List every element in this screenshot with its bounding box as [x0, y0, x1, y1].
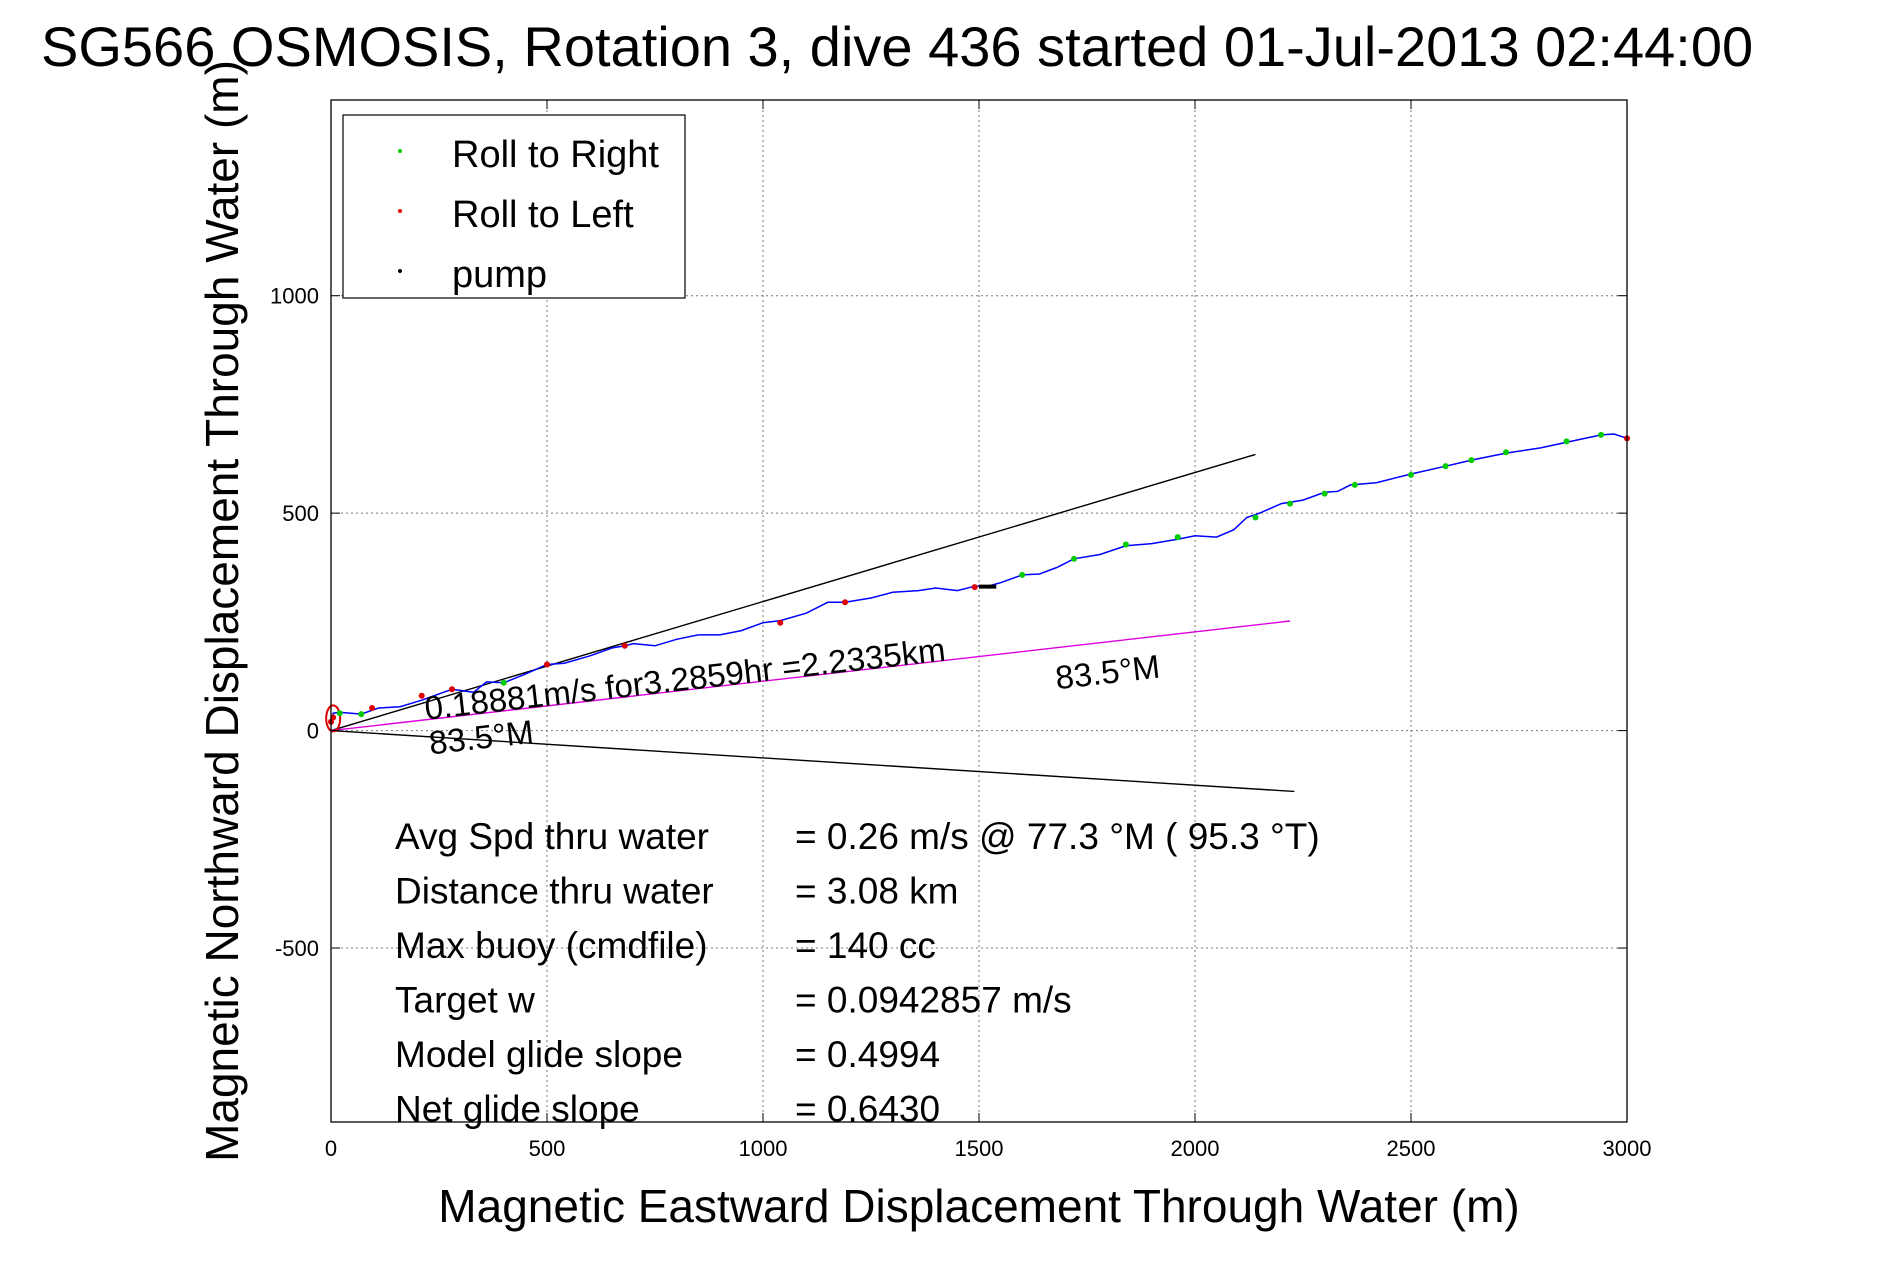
- stat-value: = 0.26 m/s @ 77.3 °M ( 95.3 °T): [795, 816, 1320, 857]
- stat-value: = 0.6430: [795, 1089, 940, 1130]
- x-tick-label: 3000: [1603, 1136, 1652, 1161]
- roll-left-point: [369, 704, 376, 711]
- stat-value: = 0.0942857 m/s: [795, 980, 1072, 1021]
- start-loop: [325, 704, 342, 733]
- roll-left-point: [971, 584, 978, 591]
- x-tick-label: 500: [529, 1136, 566, 1161]
- roll-right-point: [1252, 514, 1259, 521]
- y-tick-label: -500: [275, 936, 319, 961]
- legend-marker: [398, 269, 402, 273]
- stat-value: = 0.4994: [795, 1034, 940, 1075]
- x-axis-label: Magnetic Eastward Displacement Through W…: [438, 1180, 1519, 1232]
- chart-title: SG566 OSMOSIS, Rotation 3, dive 436 star…: [41, 15, 1753, 78]
- current-line: [330, 620, 1291, 732]
- stat-label: Max buoy (cmdfile): [395, 925, 708, 966]
- roll-left-point: [544, 661, 550, 668]
- track-line: [330, 433, 1628, 723]
- stat-label: Model glide slope: [395, 1034, 683, 1075]
- roll-right-point: [1563, 438, 1570, 445]
- stat-label: Distance thru water: [395, 871, 714, 912]
- roll-right-point: [1408, 471, 1414, 478]
- roll-right-point: [500, 679, 507, 686]
- legend-marker: [398, 149, 402, 153]
- legend-label: Roll to Right: [452, 134, 659, 176]
- y-axis-label: Magnetic Northward Displacement Through …: [196, 60, 248, 1162]
- roll-left-point: [448, 686, 455, 693]
- y-tick-label: 0: [307, 719, 319, 744]
- roll-right-point: [1321, 490, 1328, 497]
- roll-right-point: [1071, 555, 1078, 562]
- stat-label: Net glide slope: [395, 1089, 640, 1130]
- roll-left-point: [621, 642, 628, 649]
- roll-left-point: [777, 619, 784, 626]
- roll-points: [328, 431, 1630, 725]
- grid-lines: [331, 100, 1627, 1122]
- roll-right-point: [1442, 463, 1449, 470]
- heading-upper-line: [330, 453, 1256, 732]
- legend-label: pump: [452, 254, 547, 296]
- stat-label: Avg Spd thru water: [395, 816, 709, 857]
- roll-right-point: [1174, 534, 1181, 541]
- roll-left-point: [842, 599, 849, 606]
- roll-left-point: [418, 692, 425, 699]
- legend: Roll to Right Roll to Left pump: [342, 114, 686, 299]
- stat-label: Target w: [395, 980, 535, 1021]
- roll-right-point: [1598, 431, 1605, 438]
- legend-box: [342, 114, 686, 299]
- roll-right-point: [1122, 541, 1129, 548]
- roll-right-point: [1468, 457, 1475, 464]
- roll-right-point: [358, 711, 365, 718]
- heading-lower-line: [330, 729, 1295, 793]
- track-group: [325, 433, 1628, 733]
- stat-value: = 3.08 km: [795, 871, 959, 912]
- x-tick-label: 0: [325, 1136, 337, 1161]
- statistics-block: Avg Spd thru water = 0.26 m/s @ 77.3 °M (…: [395, 816, 1320, 1130]
- x-tick-label: 2000: [1171, 1136, 1220, 1161]
- x-tick-label: 1000: [739, 1136, 788, 1161]
- roll-right-point: [1019, 571, 1026, 578]
- roll-right-point: [1287, 500, 1294, 507]
- y-tick-label: 1000: [270, 284, 319, 309]
- legend-label: Roll to Left: [452, 194, 634, 236]
- roll-right-point: [336, 710, 343, 717]
- stat-value: = 140 cc: [795, 925, 936, 966]
- y-tick-label: 500: [282, 501, 319, 526]
- roll-right-point: [1503, 449, 1510, 456]
- roll-right-point: [1351, 481, 1358, 488]
- x-tick-label: 1500: [955, 1136, 1004, 1161]
- heading-lines: [330, 453, 1295, 793]
- axis-ticks: 0 500 1000 1500 2000 2500 3000 -500 0 500 1000: [270, 100, 1651, 1161]
- x-tick-label: 2500: [1387, 1136, 1436, 1161]
- legend-marker: [398, 209, 402, 213]
- roll-left-point: [330, 714, 337, 721]
